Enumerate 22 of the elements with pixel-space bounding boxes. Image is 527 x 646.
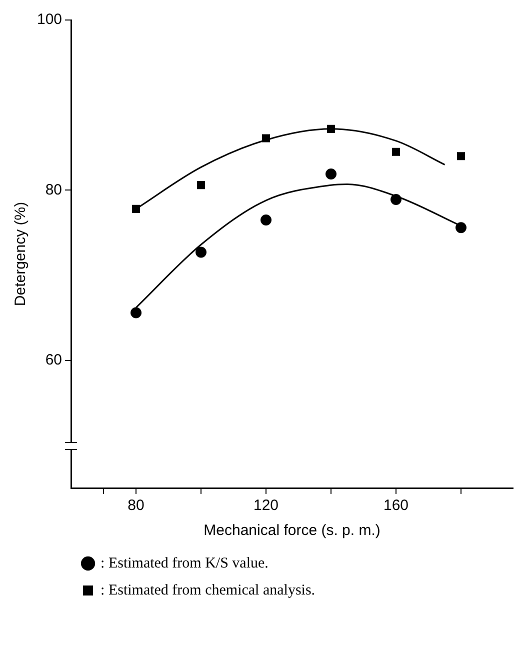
y-tick-label: 80 (45, 181, 62, 198)
y-tick-label: 100 (36, 11, 62, 28)
point (326, 124, 336, 133)
point (390, 194, 402, 206)
point (456, 222, 467, 234)
x-tick-label: 80 (128, 497, 144, 514)
legend-label: : Estimated from K/S value. (100, 555, 268, 572)
point (132, 204, 140, 213)
point (260, 214, 272, 226)
y-tick-label: 60 (45, 352, 62, 369)
x-tick-label: 120 (254, 497, 279, 514)
point (196, 246, 207, 258)
point (262, 134, 270, 142)
y-axis-title: Detergency (%) (12, 202, 30, 306)
point (456, 152, 466, 160)
point (326, 168, 337, 180)
point (130, 307, 142, 318)
x-tick-label: 160 (383, 497, 409, 514)
legend-label: : Estimated from chemical analysis. (100, 582, 316, 598)
point (392, 148, 400, 156)
point (196, 181, 206, 190)
x-axis-title: Mechanical force (s. p. m.) (204, 522, 380, 540)
